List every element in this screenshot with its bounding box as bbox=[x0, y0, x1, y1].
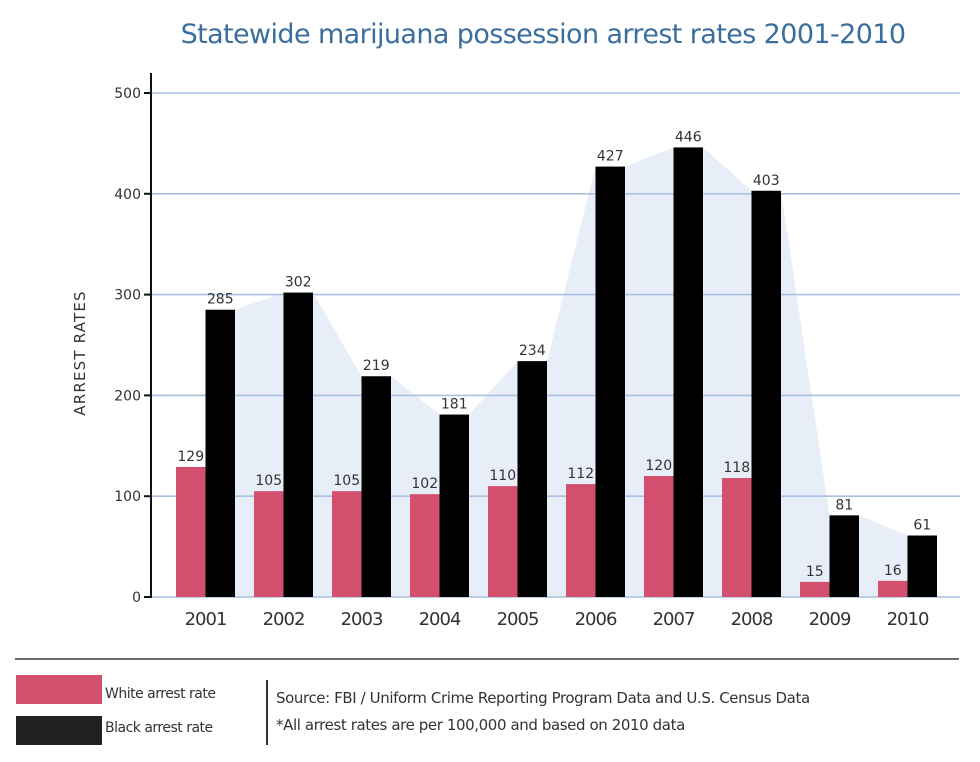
data-label: 129 bbox=[177, 449, 204, 465]
bar-black bbox=[205, 309, 235, 597]
data-label: 446 bbox=[675, 129, 702, 145]
y-tick-label: 100 bbox=[114, 489, 141, 505]
bar-black bbox=[283, 292, 313, 597]
x-tick-label: 2001 bbox=[185, 609, 227, 630]
data-label: 427 bbox=[597, 149, 624, 165]
bar-black bbox=[829, 515, 859, 597]
y-axis-label: ARREST RATES bbox=[71, 290, 89, 416]
y-tick-label: 400 bbox=[114, 187, 141, 203]
bar-black bbox=[907, 535, 937, 597]
bar-white bbox=[644, 476, 674, 597]
bar-white bbox=[722, 478, 752, 597]
x-tick-label: 2007 bbox=[653, 609, 695, 630]
data-label: 234 bbox=[519, 343, 546, 359]
data-label: 181 bbox=[441, 397, 468, 413]
bar-black bbox=[673, 147, 703, 597]
x-tick-label: 2003 bbox=[341, 609, 383, 630]
y-tick-label: 0 bbox=[132, 590, 141, 606]
bar-white bbox=[332, 491, 362, 597]
data-label: 219 bbox=[363, 358, 390, 374]
y-tick-label: 300 bbox=[114, 288, 141, 304]
x-tick-label: 2005 bbox=[497, 609, 539, 630]
data-label: 120 bbox=[645, 458, 672, 474]
bar-black bbox=[751, 190, 781, 597]
x-tick-label: 2009 bbox=[809, 609, 851, 630]
bar-black bbox=[595, 166, 625, 598]
data-label: 403 bbox=[753, 173, 780, 189]
data-label: 61 bbox=[913, 518, 931, 534]
data-label: 118 bbox=[723, 460, 750, 476]
bar-white bbox=[410, 494, 440, 597]
bar-white bbox=[878, 580, 908, 597]
data-label: 105 bbox=[333, 473, 360, 489]
y-tick-label: 500 bbox=[114, 86, 141, 102]
bar-black bbox=[439, 414, 469, 597]
bar-white bbox=[566, 484, 596, 597]
data-label: 110 bbox=[489, 468, 516, 484]
data-label: 285 bbox=[207, 292, 234, 308]
bar-white bbox=[254, 491, 284, 597]
data-label: 112 bbox=[567, 466, 594, 482]
bar-white bbox=[176, 466, 206, 597]
data-label: 105 bbox=[255, 473, 282, 489]
x-tick-label: 2002 bbox=[263, 609, 305, 630]
data-label: 302 bbox=[285, 275, 312, 291]
bar-white bbox=[800, 581, 830, 597]
data-label: 15 bbox=[806, 564, 824, 580]
bar-black bbox=[517, 361, 547, 597]
data-label: 102 bbox=[411, 476, 438, 492]
x-tick-label: 2004 bbox=[419, 609, 461, 630]
x-tick-label: 2010 bbox=[887, 609, 929, 630]
chart-title: Statewide marijuana possession arrest ra… bbox=[181, 19, 906, 50]
y-tick-label: 200 bbox=[114, 388, 141, 404]
data-label: 81 bbox=[835, 497, 853, 513]
x-tick-label: 2006 bbox=[575, 609, 617, 630]
bar-white bbox=[488, 486, 518, 597]
bar-black bbox=[361, 376, 391, 597]
data-label: 16 bbox=[884, 563, 902, 579]
x-tick-label: 2008 bbox=[731, 609, 773, 630]
